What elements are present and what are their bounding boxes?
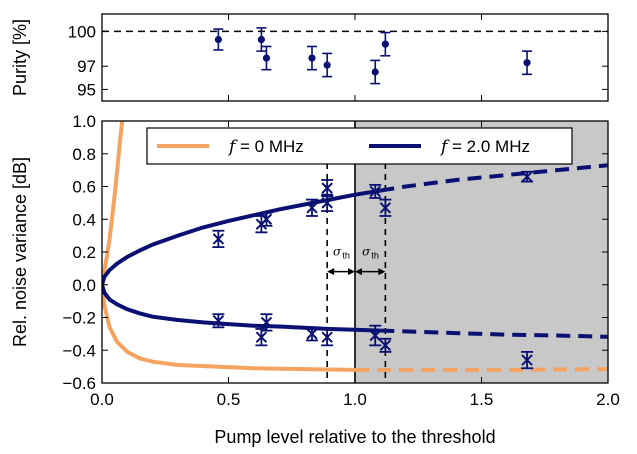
noise-marker xyxy=(212,315,225,327)
noise-y-tick-label: 0.0 xyxy=(72,276,96,295)
noise-data-point xyxy=(369,183,382,199)
noise-y-tick-label: 0.2 xyxy=(72,243,96,262)
noise-y-tick-label: 1.0 xyxy=(72,112,96,131)
purity-marker xyxy=(214,35,222,44)
noise-data-point xyxy=(305,326,318,342)
noise-marker xyxy=(321,331,333,343)
purity-marker xyxy=(308,54,316,62)
purity-point xyxy=(370,59,381,85)
f2-lower-curve-dashed xyxy=(380,328,608,339)
purity-y-tick-label: 97 xyxy=(77,57,96,76)
noise-marker xyxy=(306,202,318,214)
noise-data-point xyxy=(305,198,318,217)
noise-data-point xyxy=(521,350,534,370)
noise-data-point xyxy=(260,211,273,227)
noise-y-tick-label: −0.2 xyxy=(62,309,96,328)
purity-point xyxy=(256,27,267,52)
noise-y-tick-label: 0.8 xyxy=(72,145,96,164)
purity-point xyxy=(261,45,272,71)
purity-y-tick-label: 100 xyxy=(68,22,96,41)
x-tick-label: 1.5 xyxy=(470,390,494,409)
noise-marker xyxy=(369,329,381,342)
purity-marker xyxy=(371,68,379,76)
noise-panel: σ th σ th −0.6−0.4−0.20.00.20.40.60.81.00.0… xyxy=(10,112,620,447)
purity-point xyxy=(522,50,533,76)
x-tick-label: 0.5 xyxy=(217,390,241,409)
noise-data-point xyxy=(260,313,273,332)
noise-marker xyxy=(260,213,273,225)
purity-point xyxy=(306,45,317,71)
purity-marker xyxy=(381,40,389,48)
purity-panel: 95 97 100 Purity [%] xyxy=(10,13,609,102)
purity-point xyxy=(213,28,224,51)
noise-marker xyxy=(306,328,318,340)
sigma-arrow-head xyxy=(378,268,386,276)
noise-marker xyxy=(369,185,381,198)
noise-data-point xyxy=(369,324,382,347)
purity-point xyxy=(380,31,391,57)
noise-marker xyxy=(260,316,273,329)
purity-marker xyxy=(257,35,265,44)
noise-data-point xyxy=(321,179,334,198)
purity-panel-frame xyxy=(101,13,609,102)
noise-y-tick-label: 0.6 xyxy=(72,178,96,197)
f2-lower-curve xyxy=(102,284,381,333)
purity-marker xyxy=(523,59,531,67)
noise-marker xyxy=(521,170,533,183)
noise-marker xyxy=(321,197,333,209)
noise-y-tick-label: −0.6 xyxy=(62,374,96,393)
legend-box xyxy=(146,127,573,165)
noise-y-tick-label: −0.4 xyxy=(62,341,96,360)
noise-marker xyxy=(521,354,533,366)
noise-marker xyxy=(255,331,268,343)
x-tick-label: 2.0 xyxy=(596,390,620,409)
noise-data-point xyxy=(379,198,392,217)
noise-data-point xyxy=(321,328,334,347)
purity-point xyxy=(322,52,333,78)
noise-y-axis-label: Rel. noise variance [dB] xyxy=(10,157,30,347)
noise-data-point xyxy=(212,229,225,248)
x-tick-label: 0.0 xyxy=(90,390,114,409)
x-tick-label: 1.0 xyxy=(343,390,367,409)
f2-upper-curve-dashed xyxy=(379,163,608,193)
purity-y-axis-label: Purity [%] xyxy=(10,19,30,96)
f0-upper-curve xyxy=(102,121,125,286)
sigma-subscript: th xyxy=(371,251,379,261)
purity-y-tick-label: 95 xyxy=(77,80,96,99)
sigma-label: σ xyxy=(333,244,342,258)
legend: f = 0 MHz f = 2.0 MHz xyxy=(146,127,573,165)
noise-marker xyxy=(212,233,225,245)
legend-label: f = 0 MHz xyxy=(227,137,304,157)
sigma-subscript: th xyxy=(342,251,350,261)
f0-lower-curve xyxy=(102,284,356,372)
sigma-arrow-head xyxy=(355,268,362,276)
noise-data-point xyxy=(379,337,392,353)
noise-marker xyxy=(379,339,392,352)
noise-data-point xyxy=(521,170,534,183)
x-axis-label: Pump level relative to the threshold xyxy=(214,427,495,447)
sigma-arrow-head xyxy=(327,268,335,276)
sigma-annotation: σ th σ th xyxy=(327,244,386,276)
sigma-label: σ xyxy=(362,244,371,258)
f2-upper-curve xyxy=(102,188,381,286)
legend-label: f = 2.0 MHz xyxy=(439,137,530,157)
f0-lower-curve-dashed xyxy=(355,367,608,372)
purity-marker xyxy=(323,61,331,69)
noise-marker xyxy=(379,202,392,214)
noise-y-tick-label: 0.4 xyxy=(72,210,96,229)
above-threshold-region xyxy=(355,121,608,383)
noise-data-point xyxy=(255,328,268,347)
noise-marker xyxy=(321,182,333,194)
sigma-arrow-head xyxy=(348,268,355,276)
purity-marker xyxy=(262,54,271,62)
noise-data-point xyxy=(212,313,225,329)
